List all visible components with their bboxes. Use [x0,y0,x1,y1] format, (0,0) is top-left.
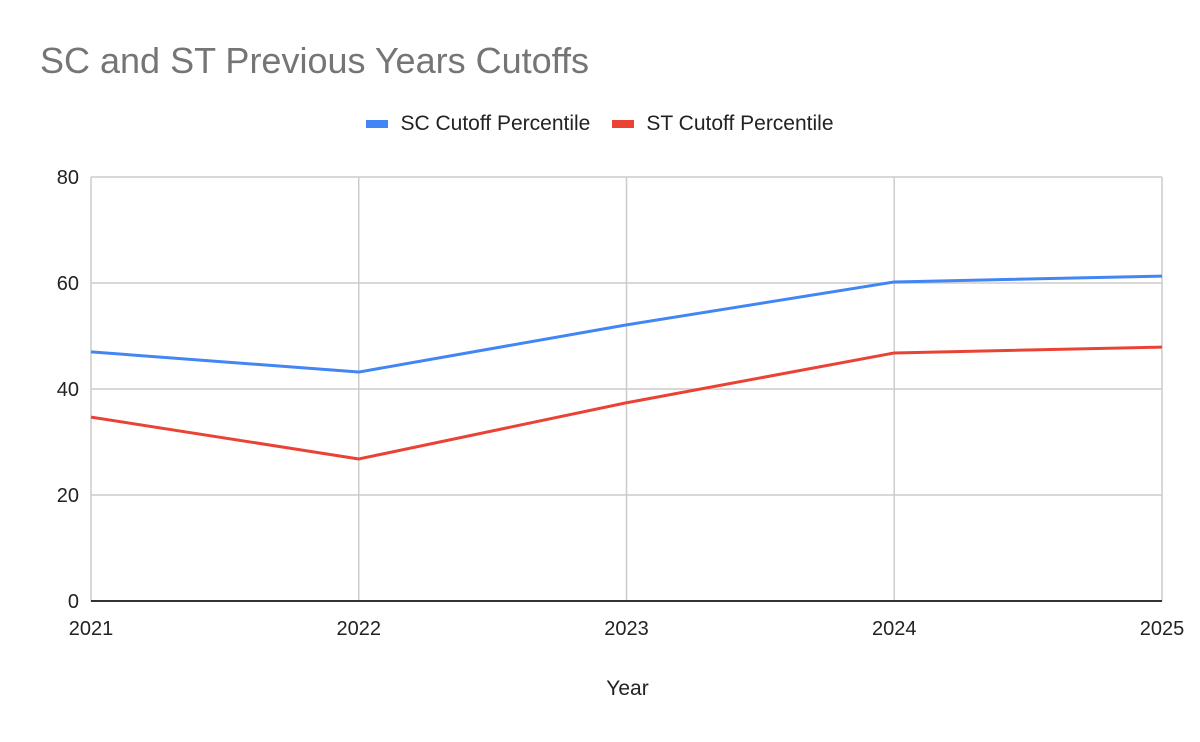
series-line-1 [90,345,1163,461]
legend: SC Cutoff Percentile ST Cutoff Percentil… [0,112,1200,136]
x-tick-label: 2023 [604,618,649,640]
st-swatch-icon [612,120,635,128]
legend-item-st[interactable]: ST Cutoff Percentile [612,112,834,136]
x-tick-label: 2024 [872,618,917,640]
legend-label-st: ST Cutoff Percentile [646,112,834,135]
sc-swatch-icon [366,120,389,128]
x-axis-label: Year [606,677,649,700]
y-tick-label: 80 [57,167,79,189]
series-line-0 [90,274,1163,374]
x-tick-label: 2025 [1140,618,1185,640]
x-tick-label: 2021 [69,618,114,640]
chart-title: SC and ST Previous Years Cutoffs [40,40,589,81]
x-tick-label: 2022 [337,618,382,640]
legend-item-sc[interactable]: SC Cutoff Percentile [366,112,590,136]
y-tick-label: 0 [68,591,79,613]
y-tick-label: 40 [57,379,79,401]
legend-label-sc: SC Cutoff Percentile [400,112,591,135]
y-tick-label: 20 [57,485,79,507]
y-tick-label: 60 [57,273,79,295]
